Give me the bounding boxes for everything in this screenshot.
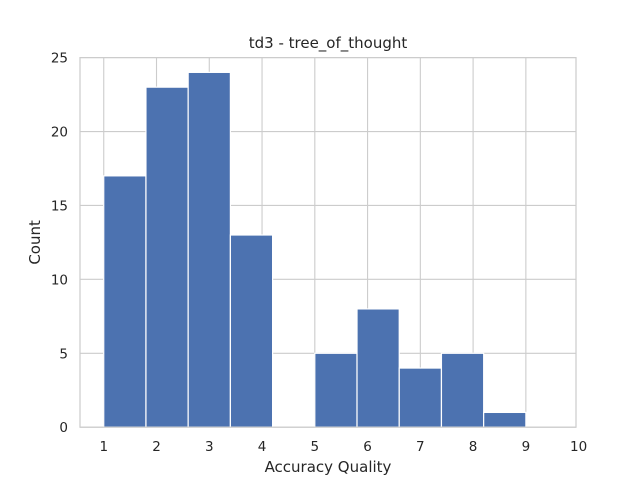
y-tick-label: 0 bbox=[59, 420, 68, 436]
x-axis-label: Accuracy Quality bbox=[265, 458, 392, 476]
x-tick-label: 1 bbox=[99, 439, 108, 455]
x-tick-label: 5 bbox=[311, 439, 320, 455]
y-tick-label: 20 bbox=[51, 125, 68, 141]
y-axis-label: Count bbox=[26, 220, 44, 265]
bars-layer bbox=[103, 71, 527, 428]
histogram-bar bbox=[145, 86, 189, 428]
y-tick-label: 10 bbox=[51, 272, 68, 288]
x-tick-label: 7 bbox=[416, 439, 425, 455]
histogram-bar bbox=[314, 352, 358, 428]
y-tick-label: 5 bbox=[59, 346, 68, 362]
histogram-bar bbox=[483, 411, 527, 428]
histogram-bar bbox=[229, 234, 274, 428]
x-tick-label: 3 bbox=[205, 439, 214, 455]
x-tick-label: 10 bbox=[570, 439, 587, 455]
ticks-layer: 1 2 3 4 5 6 7 8 9 10 0 5 10 15 20 25 bbox=[51, 51, 587, 456]
x-tick-label: 9 bbox=[522, 439, 531, 455]
x-tick-label: 8 bbox=[469, 439, 478, 455]
x-tick-label: 6 bbox=[363, 439, 372, 455]
plot-frame bbox=[79, 56, 577, 428]
histogram-bar bbox=[440, 352, 485, 428]
histogram-bar bbox=[398, 367, 443, 428]
x-tick-label: 2 bbox=[152, 439, 161, 455]
histogram-bar bbox=[187, 71, 231, 428]
histogram-bar bbox=[356, 308, 400, 428]
y-tick-label: 25 bbox=[51, 51, 68, 67]
y-tick-label: 15 bbox=[51, 198, 68, 214]
chart-title: td3 - tree_of_thought bbox=[249, 34, 408, 53]
histogram-bar bbox=[103, 175, 147, 428]
x-tick-label: 4 bbox=[258, 439, 267, 455]
